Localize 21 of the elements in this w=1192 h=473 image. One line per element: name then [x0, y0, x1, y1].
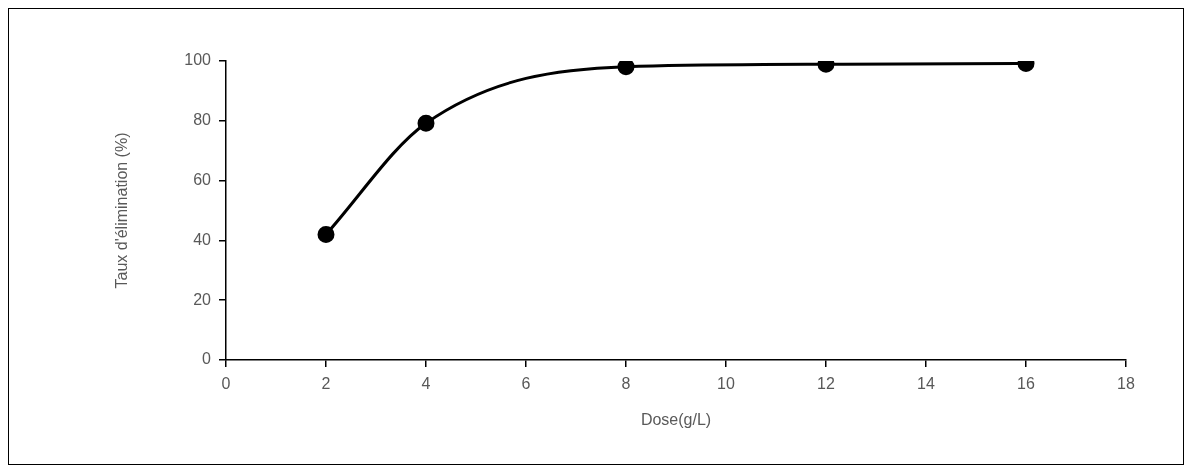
x-tick-label: 4 [421, 375, 431, 393]
y-tick-label: 0 [202, 350, 212, 368]
point [317, 225, 335, 243]
x-tick-label: 18 [1117, 375, 1135, 393]
y-tick-label: 80 [193, 111, 212, 129]
x-axis-title: Dose(g/L) [640, 410, 712, 428]
x-tick-label: 12 [817, 375, 835, 393]
x-tick-label: 16 [1017, 375, 1035, 393]
y-tick-label: 40 [193, 230, 212, 248]
y-tick-label: 60 [193, 171, 212, 189]
y-axis-title: Taux d'élimination (%) [113, 132, 131, 289]
x-tick-label: 6 [521, 375, 531, 393]
y-tick-label: 100 [184, 51, 212, 69]
point [617, 61, 635, 76]
x-tick-label: 0 [221, 375, 231, 393]
point [417, 114, 435, 132]
x-tick-label: 10 [717, 375, 735, 393]
x-tick-label: 2 [321, 375, 331, 393]
y-tick-label: 20 [193, 290, 212, 308]
x-tick-label: 14 [917, 375, 935, 393]
x-tick-label: 8 [621, 375, 631, 393]
